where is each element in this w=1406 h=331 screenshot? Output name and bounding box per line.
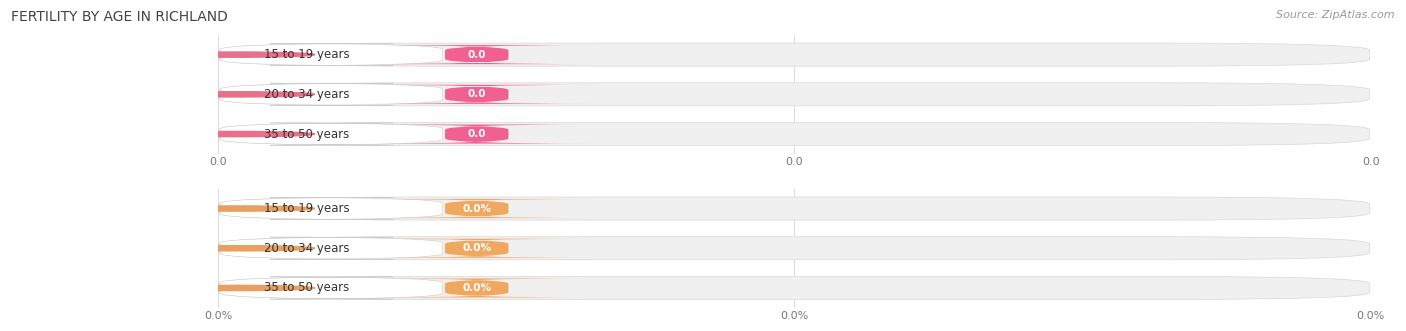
Circle shape (163, 285, 315, 291)
FancyBboxPatch shape (219, 43, 1369, 66)
Text: FERTILITY BY AGE IN RICHLAND: FERTILITY BY AGE IN RICHLAND (11, 10, 228, 24)
FancyBboxPatch shape (221, 277, 443, 299)
FancyBboxPatch shape (221, 197, 443, 220)
Text: 0.0: 0.0 (468, 129, 486, 139)
FancyBboxPatch shape (221, 43, 443, 66)
FancyBboxPatch shape (359, 85, 595, 104)
Circle shape (163, 52, 315, 57)
Text: 0.0: 0.0 (468, 50, 486, 60)
FancyBboxPatch shape (219, 122, 1369, 146)
Text: 35 to 50 years: 35 to 50 years (264, 127, 349, 141)
Text: 15 to 19 years: 15 to 19 years (264, 202, 350, 215)
Circle shape (163, 206, 315, 211)
Text: 15 to 19 years: 15 to 19 years (264, 48, 350, 61)
FancyBboxPatch shape (221, 237, 443, 260)
FancyBboxPatch shape (219, 276, 1369, 300)
Text: Source: ZipAtlas.com: Source: ZipAtlas.com (1277, 10, 1395, 20)
Text: 20 to 34 years: 20 to 34 years (264, 242, 350, 255)
FancyBboxPatch shape (359, 124, 595, 144)
FancyBboxPatch shape (219, 237, 1369, 260)
Circle shape (163, 246, 315, 251)
Text: 0.0%: 0.0% (463, 243, 491, 253)
FancyBboxPatch shape (359, 199, 595, 218)
FancyBboxPatch shape (359, 45, 595, 64)
FancyBboxPatch shape (221, 83, 443, 106)
Text: 0.0%: 0.0% (463, 204, 491, 213)
FancyBboxPatch shape (359, 278, 595, 298)
FancyBboxPatch shape (219, 83, 1369, 106)
FancyBboxPatch shape (219, 197, 1369, 220)
Circle shape (163, 131, 315, 137)
Circle shape (163, 92, 315, 97)
Text: 0.0: 0.0 (468, 89, 486, 99)
FancyBboxPatch shape (359, 239, 595, 258)
FancyBboxPatch shape (221, 123, 443, 145)
Text: 0.0%: 0.0% (463, 283, 491, 293)
Text: 20 to 34 years: 20 to 34 years (264, 88, 350, 101)
Text: 35 to 50 years: 35 to 50 years (264, 281, 349, 295)
